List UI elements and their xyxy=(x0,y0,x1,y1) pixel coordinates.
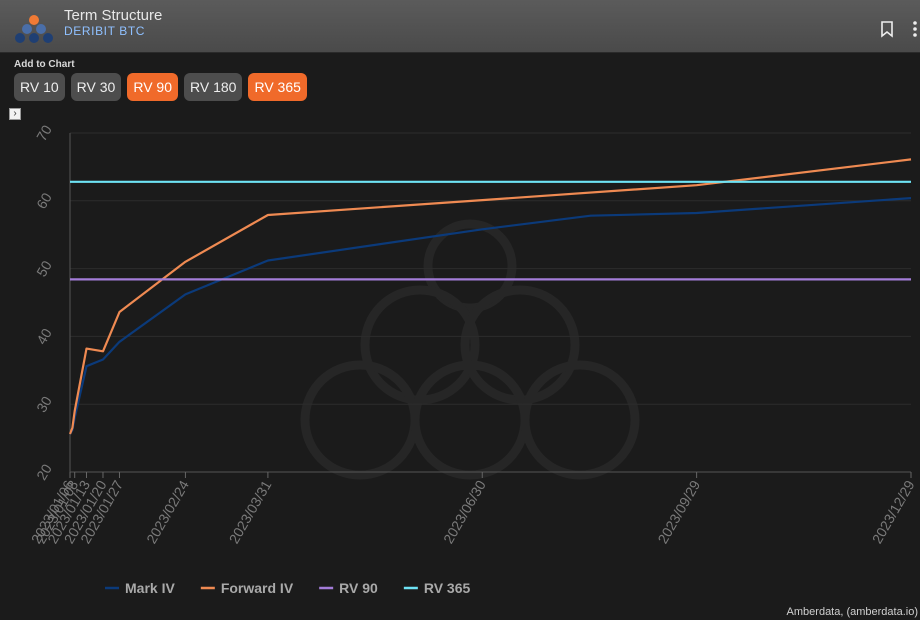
rv365-button[interactable]: RV 365 xyxy=(248,73,307,101)
series-line-forward-iv xyxy=(68,158,912,435)
widget-title: Term Structure xyxy=(64,7,163,24)
credit-text: Amberdata, (amberdata.io) xyxy=(786,606,918,618)
y-tick-label: 20 xyxy=(33,461,55,483)
add-to-chart-label: Add to Chart xyxy=(14,59,75,70)
chart-series xyxy=(68,158,912,435)
y-tick-label: 30 xyxy=(33,393,55,415)
y-tick-label: 50 xyxy=(33,258,55,280)
y-tick-label: 60 xyxy=(33,190,55,212)
rv180-button[interactable]: RV 180 xyxy=(184,73,243,101)
x-tick-label: 2023/12/29 xyxy=(869,477,918,546)
x-tick-label: 2023/03/31 xyxy=(226,477,275,546)
chart-legend: Mark IV Forward IV RV 90 RV 365 xyxy=(105,580,471,596)
expand-toggle-icon[interactable]: › xyxy=(9,108,21,120)
legend-item-label[interactable]: RV 90 xyxy=(339,580,378,596)
amberdata-logo xyxy=(15,15,53,43)
bookmark-icon[interactable] xyxy=(879,20,895,38)
x-tick-label: 2023/06/30 xyxy=(440,477,489,546)
more-options-icon[interactable] xyxy=(910,20,920,38)
legend-item-label[interactable]: Forward IV xyxy=(221,580,294,596)
rv90-button[interactable]: RV 90 xyxy=(127,73,179,101)
x-tick-label: 2023/02/24 xyxy=(143,477,192,546)
rv10-button[interactable]: RV 10 xyxy=(14,73,65,101)
widget-header: Term Structure DERIBIT BTC xyxy=(0,0,920,53)
watermark-logo xyxy=(300,219,640,480)
x-tick-label: 2023/09/29 xyxy=(654,477,703,546)
legend-item-label[interactable]: RV 365 xyxy=(424,580,471,596)
widget-subtitle: DERIBIT BTC xyxy=(64,24,146,38)
legend-item-label[interactable]: Mark IV xyxy=(125,580,175,596)
rv-button-group: RV 10 RV 30 RV 90 RV 180 RV 365 xyxy=(14,73,307,101)
y-tick-label: 70 xyxy=(33,122,55,144)
rv30-button[interactable]: RV 30 xyxy=(70,73,122,101)
y-tick-label: 40 xyxy=(33,325,55,347)
chart-grid xyxy=(70,132,911,405)
